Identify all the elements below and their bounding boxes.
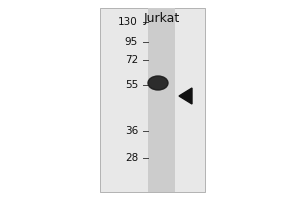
Bar bbox=[100, 8, 205, 192]
Text: 55: 55 bbox=[125, 80, 138, 90]
Text: 130: 130 bbox=[118, 17, 138, 27]
Ellipse shape bbox=[148, 76, 168, 90]
Text: 28: 28 bbox=[125, 153, 138, 163]
Polygon shape bbox=[179, 88, 192, 104]
Text: 36: 36 bbox=[125, 126, 138, 136]
Text: 72: 72 bbox=[125, 55, 138, 65]
Text: Jurkat: Jurkat bbox=[144, 12, 180, 25]
Bar bbox=[148, 8, 175, 192]
Text: 95: 95 bbox=[125, 37, 138, 47]
